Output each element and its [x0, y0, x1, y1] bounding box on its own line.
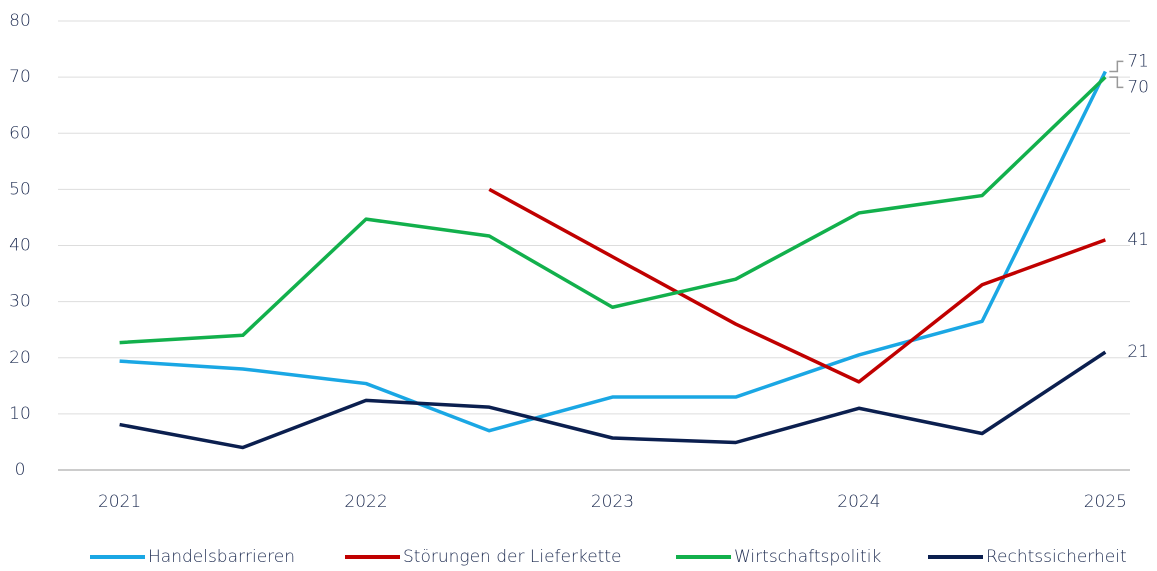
leader-line — [1109, 60, 1124, 73]
y-tick-label: 60 — [9, 123, 31, 143]
x-tick-label: 2025 — [1084, 492, 1127, 512]
x-tick-label: 2024 — [837, 492, 880, 512]
y-tick-label: 30 — [9, 292, 31, 312]
y-tick-label: 20 — [9, 348, 31, 368]
y-tick-label: 70 — [9, 67, 31, 87]
x-tick-label: 2021 — [98, 492, 141, 512]
legend-label: Störungen der Lieferkette — [403, 547, 621, 567]
y-tick-label: 0 — [15, 460, 26, 480]
line-series — [119, 70, 1107, 433]
data-label: 71 — [1127, 51, 1149, 71]
legend-label: Rechtssicherheit — [986, 547, 1127, 567]
y-tick-label: 50 — [9, 179, 31, 199]
x-tick-label: 2022 — [344, 492, 387, 512]
line-series — [488, 187, 1106, 384]
data-label: 41 — [1127, 230, 1149, 250]
y-tick-label: 40 — [9, 236, 31, 256]
data-label: 70 — [1127, 77, 1149, 97]
leader-line — [1109, 76, 1124, 89]
legend-label: Handelsbarrieren — [148, 547, 295, 567]
line-series — [119, 75, 1107, 345]
y-tick-label: 10 — [9, 404, 31, 424]
data-label: 21 — [1127, 342, 1149, 362]
line-series — [119, 350, 1107, 450]
x-tick-label: 2023 — [591, 492, 634, 512]
y-tick-label: 80 — [9, 11, 31, 31]
legend-label: Wirtschaftspolitik — [734, 547, 881, 567]
